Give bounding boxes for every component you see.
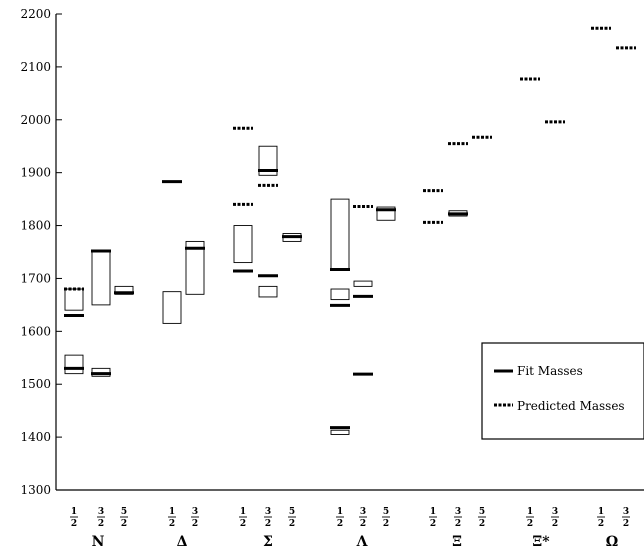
spin-denominator: 2 <box>71 519 77 529</box>
uncertainty-box <box>185 240 205 295</box>
spin-numerator: 5 <box>479 507 485 517</box>
uncertainty-box <box>353 280 373 287</box>
spin-fraction-label: 12 <box>526 507 534 529</box>
spin-fraction-label: 12 <box>239 507 247 529</box>
spin-denominator: 2 <box>98 519 104 529</box>
spin-numerator: 3 <box>192 507 198 517</box>
group-label: Ω <box>606 534 618 550</box>
spin-fraction-label: 52 <box>288 507 296 529</box>
spin-denominator: 2 <box>455 519 461 529</box>
uncertainty-box <box>64 288 84 311</box>
spin-numerator: 1 <box>71 507 77 517</box>
spin-denominator: 2 <box>360 519 366 529</box>
spin-numerator: 1 <box>337 507 343 517</box>
spin-numerator: 1 <box>598 507 604 517</box>
spin-denominator: 2 <box>289 519 295 529</box>
group-label: Σ <box>263 534 273 550</box>
uncertainty-box <box>258 285 278 298</box>
spin-denominator: 2 <box>552 519 558 529</box>
spin-denominator: 2 <box>192 519 198 529</box>
spin-denominator: 2 <box>527 519 533 529</box>
spin-numerator: 3 <box>360 507 366 517</box>
spin-denominator: 2 <box>265 519 271 529</box>
spin-fraction-label: 12 <box>429 507 437 529</box>
y-tick-label: 2100 <box>20 60 51 74</box>
spin-denominator: 2 <box>121 519 127 529</box>
spin-fraction-label: 32 <box>622 507 630 529</box>
spin-numerator: 5 <box>121 507 127 517</box>
spin-denominator: 2 <box>240 519 246 529</box>
spin-fraction-label: 32 <box>264 507 272 529</box>
spin-fraction-label: 12 <box>597 507 605 529</box>
spin-denominator: 2 <box>430 519 436 529</box>
y-tick-label: 2000 <box>20 113 51 127</box>
uncertainty-box <box>258 145 278 176</box>
axes: 1300 1400 1500 1600 1700 1800 1900 2000 2100 2200 <box>20 7 644 497</box>
uncertainty-box <box>91 251 111 306</box>
spin-numerator: 3 <box>455 507 461 517</box>
fit-mass-markers <box>64 169 468 430</box>
group-label: Λ <box>356 534 369 550</box>
spin-numerator: 5 <box>383 507 389 517</box>
spin-numerator: 1 <box>430 507 436 517</box>
spin-fraction-label: 32 <box>454 507 462 529</box>
spin-fraction-label: 52 <box>478 507 486 529</box>
spin-fraction-label: 32 <box>359 507 367 529</box>
uncertainty-box <box>162 291 182 324</box>
spin-numerator: 1 <box>169 507 175 517</box>
predicted-mass-markers <box>64 26 636 291</box>
spin-fraction-label: 12 <box>168 507 176 529</box>
spin-numerator: 3 <box>265 507 271 517</box>
group-label: Ξ <box>452 534 462 550</box>
spin-fraction-label: 32 <box>551 507 559 529</box>
spin-fraction-label: 52 <box>382 507 390 529</box>
spin-fraction-label: 32 <box>97 507 105 529</box>
y-tick-label: 1800 <box>20 219 51 233</box>
uncertainty-box <box>330 288 350 301</box>
legend-predicted-label: Predicted Masses <box>517 399 625 413</box>
y-tick-label: 1300 <box>20 483 51 497</box>
y-tick-label: 2200 <box>20 7 51 21</box>
spin-denominator: 2 <box>169 519 175 529</box>
group-label: Δ <box>177 534 188 550</box>
uncertainty-box <box>330 429 350 435</box>
y-tick-label: 1600 <box>20 324 51 338</box>
spin-fraction-label: 32 <box>191 507 199 529</box>
spin-denominator: 2 <box>383 519 389 529</box>
spin-fraction-label: 12 <box>70 507 78 529</box>
spin-denominator: 2 <box>337 519 343 529</box>
spin-fraction-label: 52 <box>120 507 128 529</box>
y-tick-label: 1900 <box>20 166 51 180</box>
uncertainty-box <box>114 285 134 295</box>
spin-fraction-label: 12 <box>336 507 344 529</box>
x-axis-labels: 123252N1232Δ123252Σ123252Λ123252Ξ1232Ξ*1… <box>70 507 630 550</box>
uncertainty-box <box>330 198 350 271</box>
group-label: N <box>92 534 105 550</box>
uncertainty-box <box>64 354 84 375</box>
spin-numerator: 1 <box>240 507 246 517</box>
legend-fit-label: Fit Masses <box>517 364 583 378</box>
spin-numerator: 3 <box>98 507 104 517</box>
legend-frame <box>481 342 644 440</box>
spin-denominator: 2 <box>623 519 629 529</box>
uncertainty-box <box>376 206 396 221</box>
group-label: Ξ* <box>532 534 550 550</box>
y-tick-label: 1500 <box>20 377 51 391</box>
spin-numerator: 1 <box>527 507 533 517</box>
y-tick-label: 1700 <box>20 271 51 285</box>
uncertainty-box <box>233 225 253 264</box>
spin-denominator: 2 <box>479 519 485 529</box>
uncertainty-boxes <box>64 145 468 435</box>
spin-numerator: 3 <box>552 507 558 517</box>
legend: Fit Masses Predicted Masses <box>481 342 644 440</box>
spin-denominator: 2 <box>598 519 604 529</box>
spin-numerator: 5 <box>289 507 295 517</box>
y-tick-label: 1400 <box>20 430 51 444</box>
spin-numerator: 3 <box>623 507 629 517</box>
